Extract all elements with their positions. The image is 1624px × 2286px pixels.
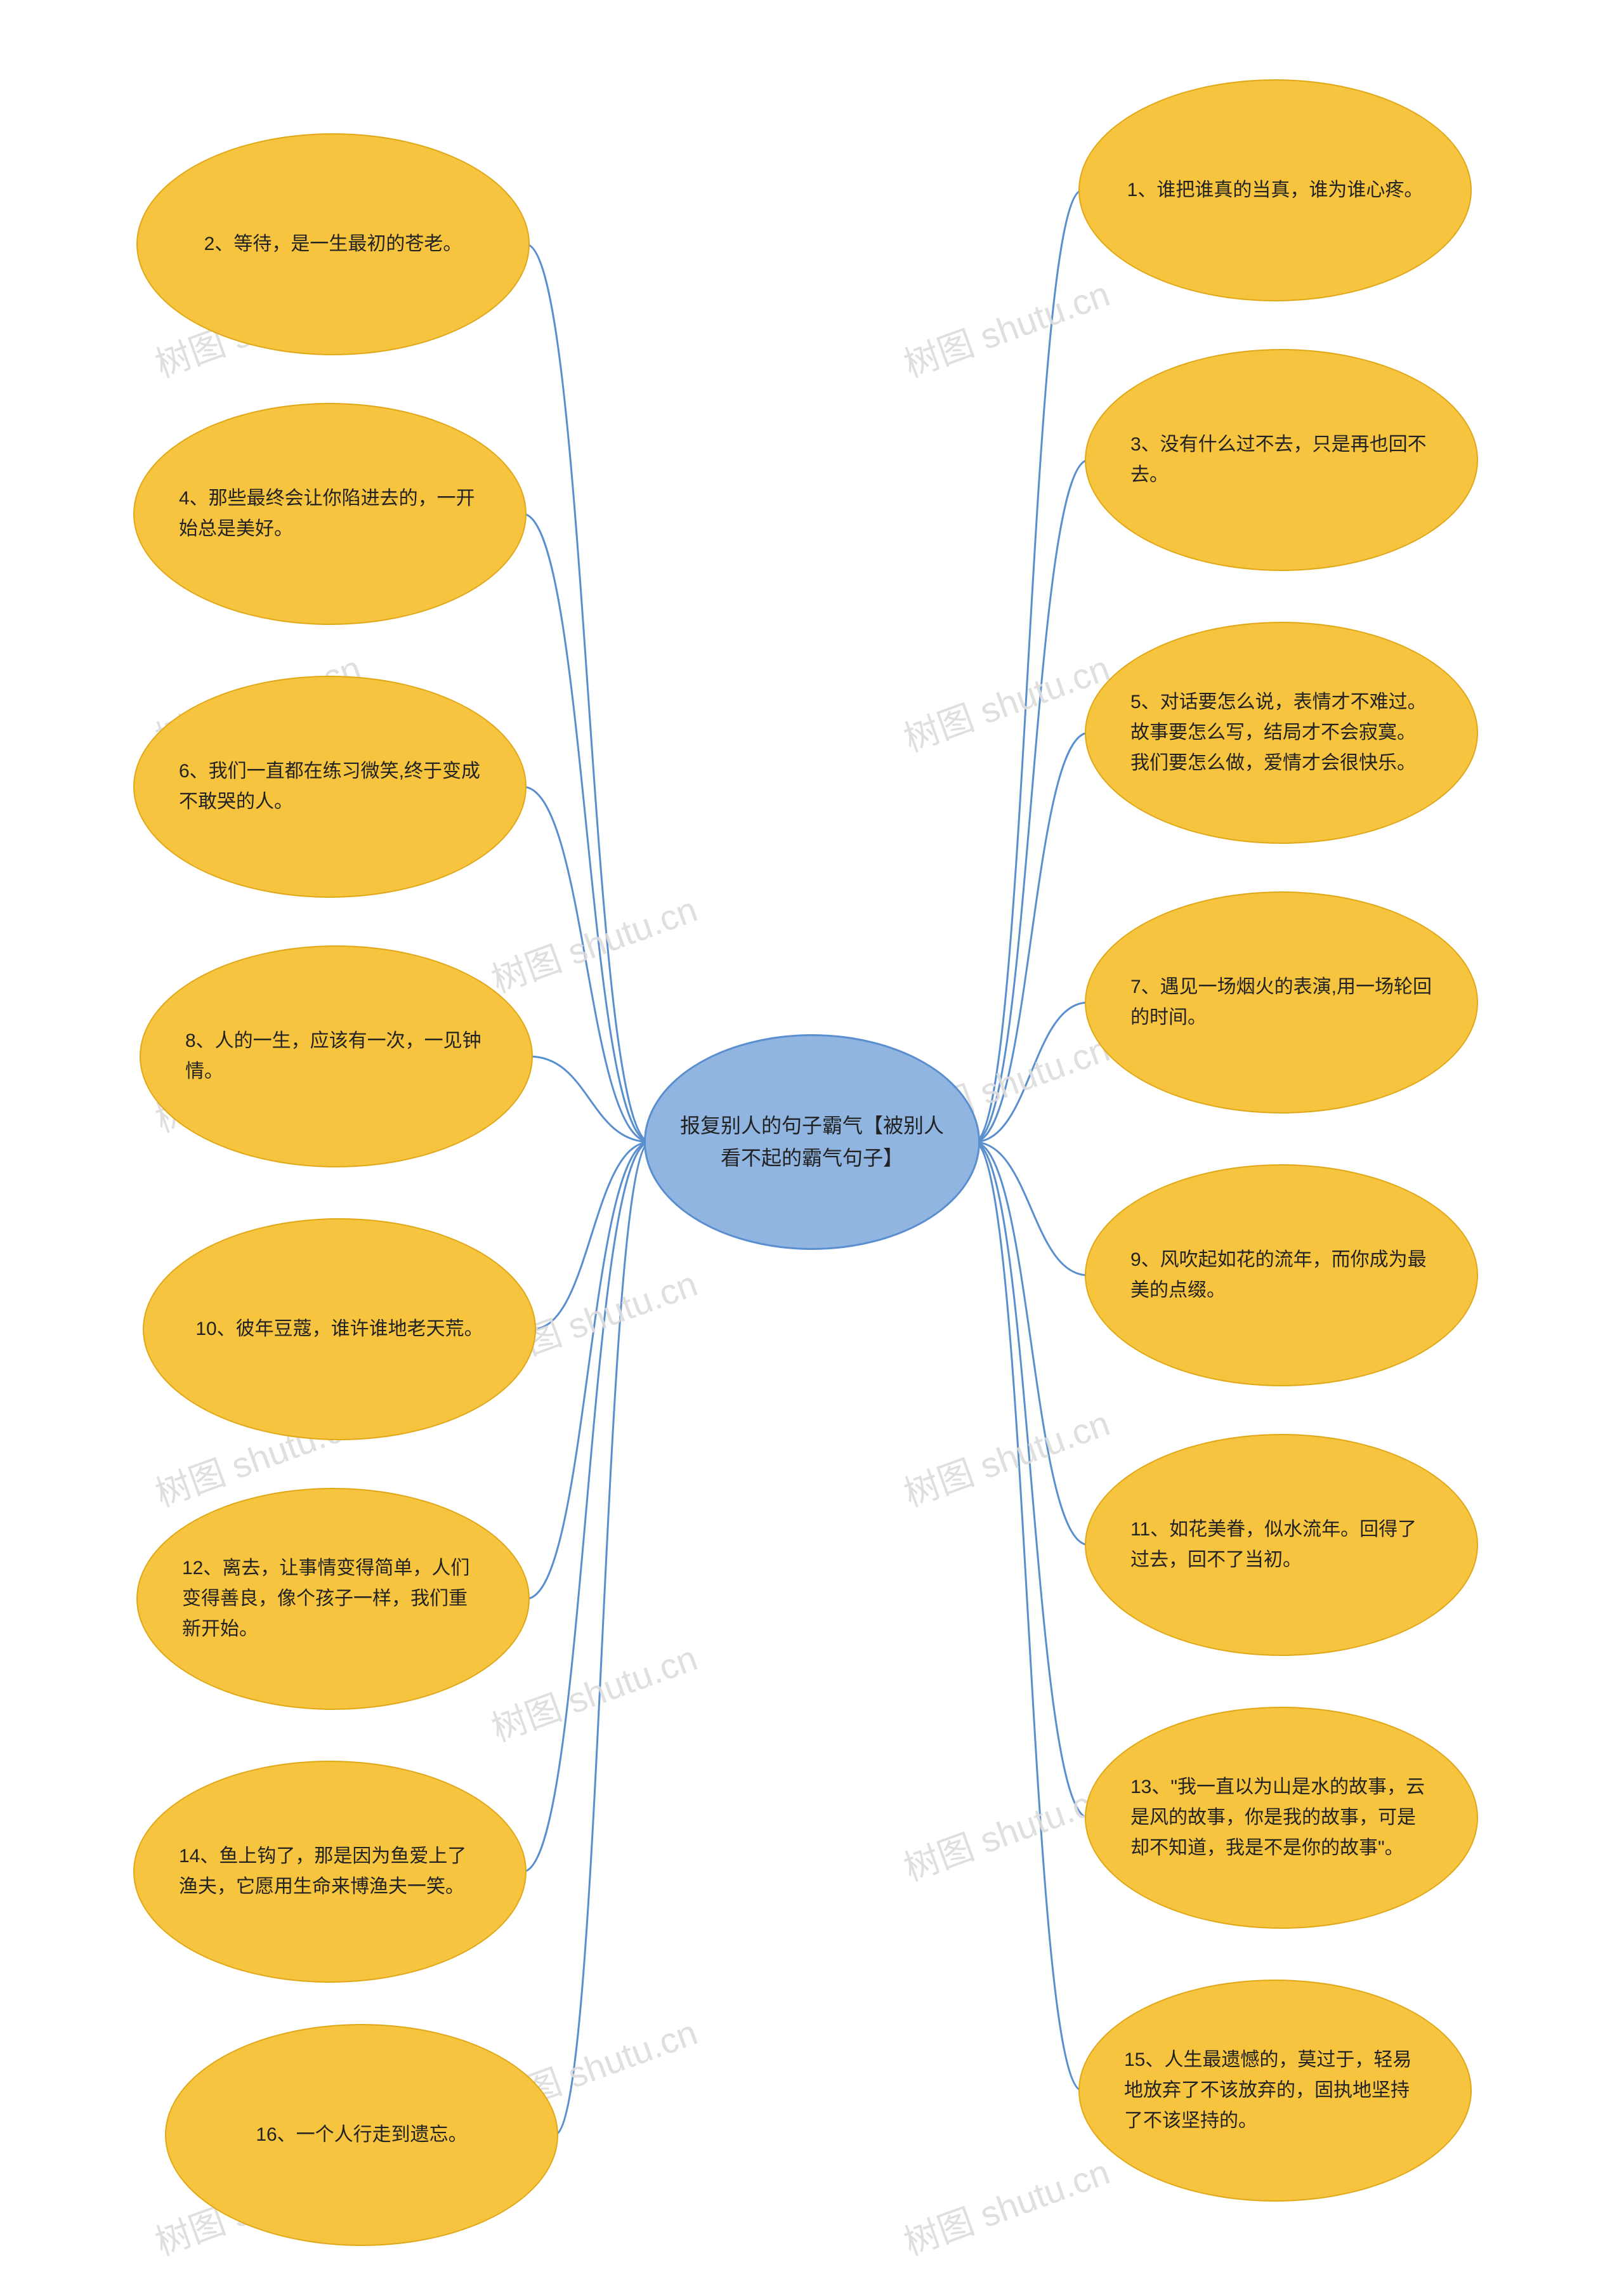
connector [974, 1142, 1089, 1275]
watermark: 树图 shutu.cn [896, 1395, 1116, 1517]
center-node: 报复别人的句子霸气【被别人看不起的霸气句子】 [644, 1034, 980, 1250]
right-node-5-label: 11、如花美眷，似水流年。回得了过去，回不了当初。 [1086, 1514, 1477, 1575]
watermark: 树图 shutu.cn [483, 881, 704, 1003]
mindmap-canvas: 树图 shutu.cn 树图 shutu.cn 树图 shutu.cn 树图 shut… [0, 0, 1624, 2286]
right-node-0-label: 1、谁把谁真的当真，谁为谁心疼。 [1083, 175, 1468, 206]
left-node-1: 4、那些最终会让你陷进去的，一开始总是美好。 [133, 403, 527, 625]
connector [523, 787, 650, 1142]
connector [523, 514, 650, 1142]
left-node-7-label: 16、一个人行走到遗忘。 [211, 2120, 511, 2150]
left-node-7: 16、一个人行走到遗忘。 [165, 2024, 558, 2246]
connector [523, 1142, 650, 1872]
watermark: 树图 shutu.cn [483, 1630, 704, 1752]
right-node-2-label: 5、对话要怎么说，表情才不难过。故事要怎么写，结局才不会寂寞。我们要怎么做，爱情… [1086, 687, 1477, 778]
left-node-0-label: 2、等待，是一生最初的苍老。 [160, 229, 507, 259]
left-node-3-label: 8、人的一生，应该有一次，一见钟情。 [141, 1026, 532, 1087]
watermark: 树图 shutu.cn [896, 266, 1116, 388]
left-node-4-label: 10、彼年豆蔻，谁许谁地老天荒。 [151, 1314, 527, 1344]
connector [974, 1142, 1082, 2091]
left-node-6-label: 14、鱼上钩了，那是因为鱼爱上了渔夫，它愿用生命来博渔夫一笑。 [134, 1841, 525, 1902]
left-node-6: 14、鱼上钩了，那是因为鱼爱上了渔夫，它愿用生命来博渔夫一笑。 [133, 1761, 527, 1983]
right-node-7-label: 15、人生最遗憾的，莫过于，轻易地放弃了不该放弃的，固执地坚持了不该坚持的。 [1080, 2045, 1470, 2136]
watermark: 树图 shutu.cn [896, 640, 1116, 762]
connector [526, 1142, 650, 1599]
right-node-3-label: 7、遇见一场烟火的表演,用一场轮回的时间。 [1086, 972, 1477, 1033]
right-node-4: 9、风吹起如花的流年，而你成为最美的点缀。 [1085, 1164, 1478, 1386]
connector [554, 1142, 650, 2135]
left-node-2: 6、我们一直都在练习微笑,终于变成不敢哭的人。 [133, 676, 527, 898]
left-node-4: 10、彼年豆蔻，谁许谁地老天荒。 [143, 1218, 536, 1440]
right-node-5: 11、如花美眷，似水流年。回得了过去，回不了当初。 [1085, 1434, 1478, 1656]
connector [526, 244, 650, 1142]
right-node-6-label: 13、"我一直以为山是水的故事，云是风的故事，你是我的故事，可是却不知道，我是不… [1086, 1772, 1477, 1863]
right-node-4-label: 9、风吹起如花的流年，而你成为最美的点缀。 [1086, 1245, 1477, 1306]
connector [532, 1142, 650, 1329]
right-node-3: 7、遇见一场烟火的表演,用一场轮回的时间。 [1085, 891, 1478, 1113]
connector [974, 1142, 1089, 1545]
left-node-5-label: 12、离去，让事情变得简单，人们变得善良，像个孩子一样，我们重新开始。 [138, 1553, 528, 1645]
left-node-5: 12、离去，让事情变得简单，人们变得善良，像个孩子一样，我们重新开始。 [136, 1488, 530, 1710]
connector [529, 1056, 650, 1142]
right-node-6: 13、"我一直以为山是水的故事，云是风的故事，你是我的故事，可是却不知道，我是不… [1085, 1707, 1478, 1929]
right-node-1-label: 3、没有什么过不去，只是再也回不去。 [1086, 430, 1477, 490]
right-node-0: 1、谁把谁真的当真，谁为谁心疼。 [1078, 79, 1472, 301]
right-node-1: 3、没有什么过不去，只是再也回不去。 [1085, 349, 1478, 571]
connector [974, 190, 1082, 1142]
right-node-7: 15、人生最遗憾的，莫过于，轻易地放弃了不该放弃的，固执地坚持了不该坚持的。 [1078, 1980, 1472, 2202]
left-node-2-label: 6、我们一直都在练习微笑,终于变成不敢哭的人。 [134, 756, 525, 817]
left-node-1-label: 4、那些最终会让你陷进去的，一开始总是美好。 [134, 483, 525, 544]
watermark: 树图 shutu.cn [896, 2144, 1116, 2266]
connector [974, 460, 1089, 1142]
watermark: 树图 shutu.cn [896, 1770, 1116, 1891]
connector [974, 733, 1089, 1142]
center-node-label: 报复别人的句子霸气【被别人看不起的霸气句子】 [646, 1110, 978, 1174]
left-node-3: 8、人的一生，应该有一次，一见钟情。 [140, 945, 533, 1167]
right-node-2: 5、对话要怎么说，表情才不难过。故事要怎么写，结局才不会寂寞。我们要怎么做，爱情… [1085, 622, 1478, 844]
connector [974, 1142, 1089, 1818]
left-node-0: 2、等待，是一生最初的苍老。 [136, 133, 530, 355]
connector [974, 1002, 1089, 1142]
